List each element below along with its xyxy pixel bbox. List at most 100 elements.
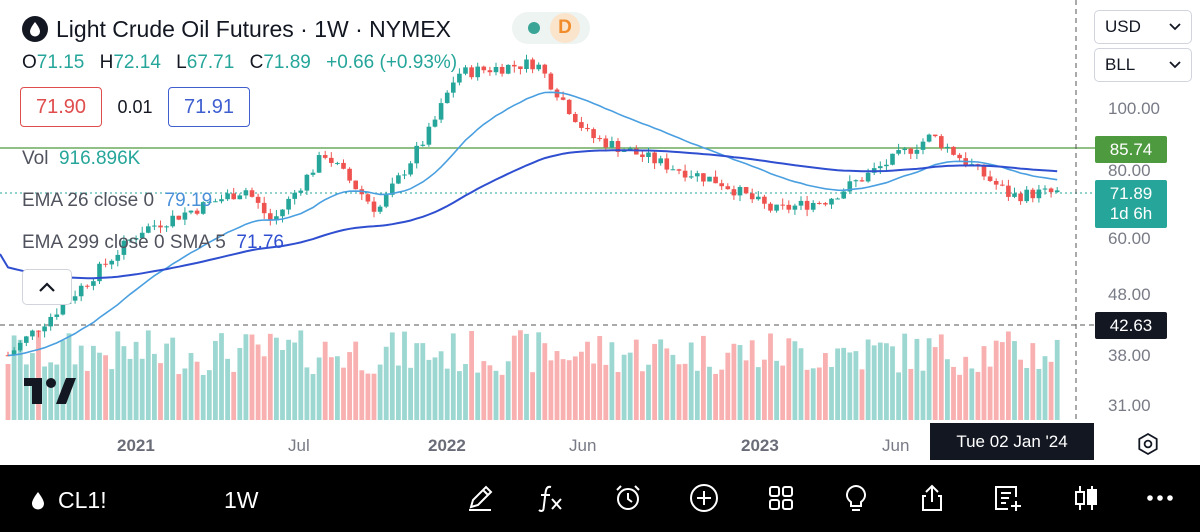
volume-bar [908,368,914,420]
candle-body [573,114,578,123]
market-status[interactable]: D [512,12,590,44]
volume-bar [389,332,395,420]
volume-bar [542,343,548,420]
candle-body [591,129,596,139]
candle-body [383,194,389,207]
candle-body [444,92,450,104]
volume-bar [194,361,200,420]
chart-type-button[interactable] [1068,479,1104,517]
candle-body [603,138,609,148]
price-chart[interactable] [0,0,1200,465]
volume-bar [981,346,987,420]
volume-bar [23,364,29,420]
collapse-legend-button[interactable] [22,269,72,305]
chart-area[interactable]: Light Crude Oil Futures · 1W · NYMEX D O… [0,0,1200,465]
candle-body [133,238,139,240]
candle-body [585,127,590,130]
volume-bar [274,337,279,420]
volume-bar [670,354,676,420]
share-button[interactable] [914,479,950,517]
low-label: L [176,52,187,73]
more-button[interactable] [1142,479,1178,517]
horizontal-line-price-tag[interactable]: 85.74 [1095,136,1167,163]
volume-bar [560,359,566,420]
candle-body [457,73,462,83]
buy-button[interactable]: 71.91 [168,87,250,127]
time-axis-label: 2022 [428,436,466,455]
volume-bar [127,358,133,420]
unit-select[interactable]: BLL [1094,48,1192,82]
volume-bar [383,346,389,420]
volume-legend[interactable]: Vol 916.896K [22,148,140,170]
ema26-label: EMA 26 close 0 [22,190,155,211]
high-label: H [99,52,114,73]
ideas-button[interactable] [838,479,874,517]
volume-bar [841,347,847,420]
volume-bar [280,350,285,420]
candle-body [518,66,523,70]
candle-body [512,64,517,67]
volume-bar [938,334,944,420]
candle-body [1030,189,1036,199]
candle-body [377,206,383,212]
candle-body [42,326,47,332]
ema299-legend[interactable]: EMA 299 close 0 SMA 5 71.76 [22,232,284,254]
volume-bar [91,345,96,420]
candle-body [1054,190,1060,193]
volume-bar [835,348,840,420]
close-label: C [249,52,264,73]
chart-settings-button[interactable] [1136,432,1160,461]
symbol-button[interactable]: CL1! [30,487,107,514]
ema26-legend[interactable]: EMA 26 close 0 79.19 [22,190,212,212]
tradingview-logo-icon [24,378,76,413]
candle-body [890,153,895,165]
candle-body [341,162,346,169]
volume-bar [762,359,767,420]
candle-body [847,181,853,192]
sell-button[interactable]: 71.90 [20,87,102,127]
volume-bar [877,342,883,420]
volume-bar [109,369,115,420]
volume-bar [188,353,194,420]
candle-body [298,190,304,193]
candle-body [786,204,792,210]
candle-body [878,166,883,169]
volume-bar [871,345,877,420]
add-button[interactable] [686,479,722,517]
candle-body [487,70,493,73]
candle-body [304,174,310,191]
volume-bar [341,367,346,420]
watchlist-add-button[interactable] [990,479,1026,517]
candle-body [762,196,767,204]
candle-body [945,146,950,148]
layout-button[interactable] [763,479,799,517]
volume-bar [1006,331,1011,420]
volume-bar [145,330,151,420]
volume-bar [84,370,90,420]
volume-bar [987,366,993,420]
volume-bar [713,373,718,420]
chart-title[interactable]: Light Crude Oil Futures · 1W · NYMEX [22,14,451,44]
volume-bar [902,333,908,420]
candle-body [688,176,694,178]
crosshair-price-tag: 42.63 [1095,312,1167,339]
low-value: 67.71 [186,52,235,73]
volume-bar [786,338,792,420]
alert-button[interactable] [610,479,646,517]
candle-body [1024,189,1029,202]
drawing-tools-button[interactable] [462,479,498,517]
currency-select[interactable]: USD [1094,10,1192,44]
interval-button[interactable]: 1W [224,487,259,513]
volume-bar [957,374,962,420]
candle-body [804,200,810,210]
candle-body [853,180,859,182]
volume-bar [426,359,432,420]
volume-bar [1018,359,1023,420]
candle-body [670,169,676,171]
candle-body [176,215,182,220]
volume-bar [182,368,188,420]
indicators-button[interactable] [532,479,568,517]
candle-body [792,205,798,210]
candle-body [170,215,175,227]
candle-body [347,168,352,181]
